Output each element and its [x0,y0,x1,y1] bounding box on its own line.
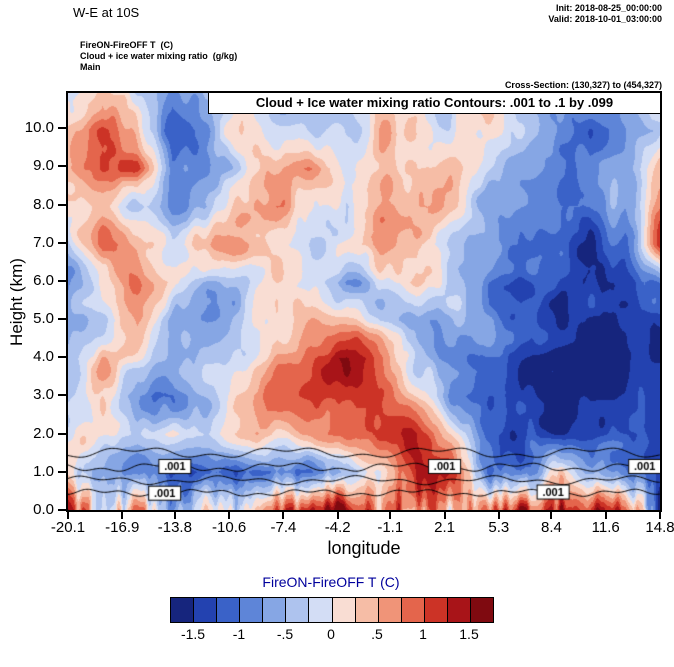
colorbar-tick-label: 0 [327,626,335,642]
temperature-difference-field-canvas [68,93,660,510]
colorbar-cell [171,598,195,622]
x-tick-mark [443,512,446,519]
x-tick-mark [282,512,285,519]
y-tick-mark [58,394,66,397]
colorbar-cell [217,598,241,622]
y-tick-mark [58,470,66,473]
y-tick-label: 6.0 [33,271,54,289]
y-tick-label: 8.0 [33,195,54,213]
colorbar-cell [471,598,494,622]
colorbar-cell [332,598,356,622]
colorbar-cell [194,598,218,622]
field-label-temperature-diff: FireON-FireOFF T (C) [80,40,173,50]
y-tick-label: 9.0 [33,157,54,175]
x-tick-label: -4.2 [324,519,351,536]
y-tick-mark [58,165,66,168]
colorbar-tick-label: -1 [232,626,246,642]
x-tick-label: 8.4 [541,519,562,536]
x-tick-label: -20.1 [50,519,86,536]
x-tick-mark [228,512,231,519]
field-label-domain: Main [80,62,101,72]
y-tick-mark [58,203,66,206]
x-tick-mark [121,512,124,519]
colorbar-cell [309,598,333,622]
y-tick-label: 2.0 [33,424,54,442]
y-tick-label: 4.0 [33,348,54,366]
x-tick-label: 5.3 [488,519,510,536]
x-tick-mark [67,512,69,519]
init-time-label: Init: 2018-08-25_00:00:00 [555,3,662,13]
y-tick-mark [58,356,66,359]
colorbar-tick-label: 1.5 [459,626,479,642]
x-tick-mark [497,512,500,519]
x-tick-label: -16.9 [105,519,140,536]
colorbar-tick-label: -1.5 [180,626,206,642]
contour-info-box: Cloud + Ice water mixing ratio Contours:… [208,92,661,114]
colorbar-title: FireON-FireOFF T (C) [262,574,400,590]
x-tick-mark [389,512,392,519]
y-tick-mark [58,279,66,282]
y-tick-mark [58,127,66,130]
colorbar-tick-label: 1 [419,626,427,642]
colorbar-cell [424,598,448,622]
colorbar-cell [240,598,264,622]
y-tick-label: 3.0 [33,386,54,404]
y-tick-mark [58,432,66,435]
colorbar-tick-label: .5 [371,626,383,642]
colorbar [170,597,494,623]
colorbar-cell [263,598,287,622]
page-title: W-E at 10S [73,5,140,20]
valid-time-label: Valid: 2018-10-01_03:00:00 [548,14,662,24]
x-tick-label: -7.4 [270,519,297,536]
x-tick-label: -10.6 [212,519,247,536]
colorbar-cell [378,598,402,622]
x-tick-label: -13.8 [157,519,192,536]
x-tick-label: 14.8 [645,519,674,536]
colorbar-tick-label: -.5 [276,626,294,642]
colorbar-cell [286,598,310,622]
x-tick-mark [173,512,176,519]
y-tick-label: 10.0 [24,119,54,137]
y-tick-mark [58,318,66,321]
x-axis-label: longitude [327,538,401,558]
y-tick-label: 1.0 [33,462,54,480]
x-tick-mark [604,512,607,519]
y-tick-label: 5.0 [33,310,54,328]
y-tick-label: 0.0 [33,501,54,518]
field-label-cloud-ice-ratio: Cloud + ice water mixing ratio (g/kg) [80,51,238,61]
y-tick-mark [58,241,66,244]
x-tick-label: -1.1 [377,519,404,536]
x-tick-mark [659,512,661,519]
x-tick-label: 2.1 [434,519,455,536]
x-tick-label: 11.6 [591,519,620,536]
colorbar-cell [447,598,472,622]
cross-section-coordinates: Cross-Section: (130,327) to (454,327) [504,80,662,90]
y-tick-mark [58,509,66,511]
y-tick-label: 7.0 [33,233,54,251]
x-tick-mark [336,512,339,519]
x-tick-mark [550,512,553,519]
colorbar-cell [355,598,379,622]
colorbar-cell [401,598,425,622]
